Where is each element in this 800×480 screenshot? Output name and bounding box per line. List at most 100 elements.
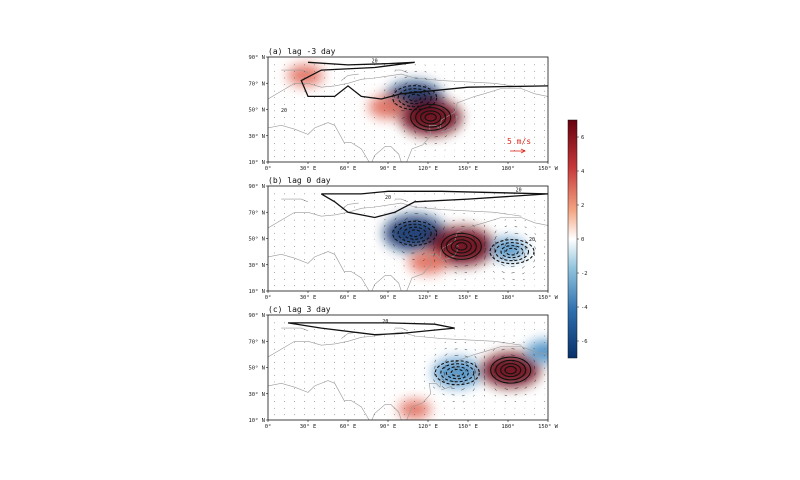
wind-vector [414,285,416,287]
wind-vector [534,97,536,99]
contour-negative [392,85,438,111]
wind-vector [324,200,326,201]
wind-vector [494,200,496,201]
wind-vector [274,130,276,131]
wind-vector [464,414,466,416]
wind-vector [364,239,366,241]
wind-vector [284,97,286,99]
wind-vector [544,84,546,85]
coastline [394,69,409,74]
wind-vector [494,71,496,72]
wind-vector [344,388,346,389]
wind-vector [544,90,546,92]
wind-vector [334,77,336,79]
wind-vector [414,329,416,330]
wind-vector [284,149,286,151]
wind-vector [544,278,546,280]
x-tick-label: 120° E [418,295,438,301]
wind-vector [474,362,477,367]
wind-vector [344,361,346,363]
wind-vector [304,213,306,214]
wind-vector [401,251,405,254]
wind-vector [354,381,356,383]
wind-vector [442,108,445,111]
wind-vector [354,388,356,389]
wind-vector [274,355,276,357]
wind-vector [274,381,276,383]
wind-vector [383,109,385,111]
wind-vector [374,335,376,337]
wind-vector [334,84,336,85]
wind-vector [354,77,356,79]
wind-vector [504,414,506,416]
wind-vector [453,102,455,105]
wind-vector [354,206,356,208]
wind-vector [324,355,326,357]
wind-vector [284,329,286,330]
wind-vector [444,285,446,287]
wind-vector [354,278,356,280]
wind-vector [504,394,508,396]
contour-positive [490,356,532,384]
wind-vector [421,246,425,250]
coastline [281,69,309,74]
wind-vector [534,123,536,125]
wind-vector [334,278,336,280]
wind-vector [544,117,546,118]
wind-vector [374,136,376,138]
panel-2: 20 20 20 (b) lag 0 day 0° 30° E 60° E 90° E 120°… [248,176,558,301]
wind-vector [354,123,356,125]
wind-vector [384,368,386,370]
wind-vector [464,362,468,365]
wind-vector [534,379,536,383]
wind-vector [334,407,336,409]
wind-vector [314,200,316,201]
wind-vector [374,375,376,376]
wind-vector [494,123,496,125]
wind-vector [534,110,536,112]
wind-vector [274,368,276,370]
wind-vector [274,265,276,267]
contour-positive [445,236,477,257]
wind-vector [444,365,447,369]
wind-vector [344,407,346,409]
wind-vector [544,407,546,409]
wind-vector [464,90,466,92]
y-tick-label: 30° N [248,134,265,140]
wind-vector [534,246,536,250]
wind-vector [504,84,506,85]
colorbar-tick-label: 2 [581,203,584,209]
wind-vector [464,71,466,72]
wind-vector [314,394,316,396]
wind-vector [354,117,356,118]
wind-vector [484,143,486,144]
wind-vector [414,355,416,357]
wind-vector [484,335,486,337]
wind-vector [274,77,276,79]
wind-vector [484,117,486,118]
wind-vector [354,285,356,287]
wind-vector [274,97,276,99]
wind-vector [444,64,446,66]
wind-vector [394,394,396,396]
wind-vector [304,272,306,273]
wind-vector [324,226,326,228]
wind-vector [284,200,286,201]
y-tick-label: 90° N [248,55,265,61]
wind-vector [534,64,536,66]
wind-vector [354,394,356,396]
wind-vector [314,407,316,409]
wind-vector [334,64,336,66]
wind-vector [314,252,316,254]
wind-vector [494,64,496,66]
wind-vector [454,77,456,79]
wind-vector [354,259,356,260]
wind-vector [344,329,346,330]
colorbar-tick-label: -2 [581,271,588,277]
x-tick-label: 180° [501,295,514,301]
wind-vector [474,263,477,267]
wind-vector [294,193,296,195]
wind-vector [284,414,286,416]
contour-label: 20 [382,319,388,325]
wind-vector [314,381,316,383]
